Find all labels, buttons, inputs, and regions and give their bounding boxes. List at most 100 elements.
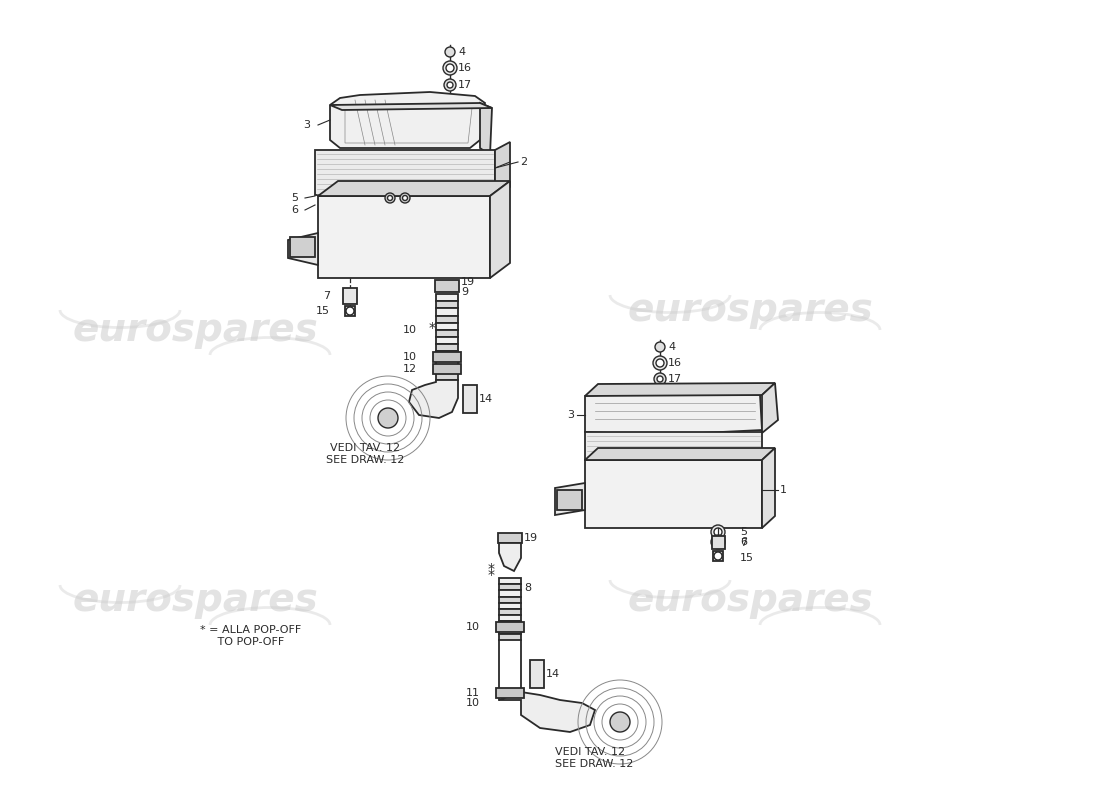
Text: 6: 6 — [740, 537, 747, 547]
Polygon shape — [330, 103, 492, 110]
Circle shape — [387, 195, 393, 201]
Circle shape — [653, 356, 667, 370]
Text: 3: 3 — [302, 120, 310, 130]
Text: VEDI TAV. 12: VEDI TAV. 12 — [330, 443, 400, 453]
Polygon shape — [409, 380, 458, 418]
Bar — [499, 634, 521, 640]
Bar — [496, 622, 524, 632]
Polygon shape — [480, 103, 492, 155]
Polygon shape — [490, 181, 510, 278]
Bar — [433, 352, 461, 362]
Bar — [713, 551, 723, 561]
Text: SEE DRAW. 12: SEE DRAW. 12 — [556, 759, 634, 769]
Text: 12: 12 — [403, 364, 417, 374]
Polygon shape — [585, 432, 762, 460]
Bar — [343, 288, 358, 304]
Circle shape — [654, 373, 666, 385]
Text: 15: 15 — [316, 306, 330, 316]
Polygon shape — [330, 92, 485, 148]
Polygon shape — [762, 383, 778, 433]
Bar — [434, 280, 459, 292]
Text: 16: 16 — [668, 358, 682, 368]
Text: * = ALLA POP-OFF: * = ALLA POP-OFF — [200, 625, 301, 635]
Bar — [499, 615, 521, 622]
Bar — [436, 373, 458, 380]
Bar — [436, 366, 458, 373]
Circle shape — [403, 195, 407, 201]
Bar — [436, 322, 458, 330]
Bar — [345, 306, 355, 316]
Circle shape — [400, 193, 410, 203]
Polygon shape — [585, 383, 776, 396]
Bar — [499, 584, 521, 590]
Text: *: * — [488, 562, 495, 576]
Text: 3: 3 — [566, 410, 574, 420]
Text: 7: 7 — [323, 291, 330, 301]
Polygon shape — [585, 448, 776, 460]
Circle shape — [378, 408, 398, 428]
Text: 11: 11 — [466, 688, 480, 698]
Text: VEDI TAV. 12: VEDI TAV. 12 — [556, 747, 625, 757]
Circle shape — [444, 79, 456, 91]
Text: 1: 1 — [780, 485, 786, 495]
Polygon shape — [762, 448, 776, 528]
Bar — [499, 609, 521, 615]
Circle shape — [711, 525, 725, 539]
Text: 4: 4 — [668, 342, 675, 352]
Text: 7: 7 — [740, 538, 747, 548]
Bar — [436, 337, 458, 344]
Polygon shape — [585, 460, 762, 528]
Bar — [436, 315, 458, 322]
Text: 14: 14 — [546, 669, 560, 679]
Bar — [557, 490, 582, 510]
Circle shape — [446, 47, 455, 57]
Polygon shape — [499, 543, 521, 571]
Text: 19: 19 — [461, 277, 475, 287]
Bar — [436, 351, 458, 358]
Text: 10: 10 — [466, 622, 480, 632]
Bar — [496, 688, 524, 698]
Text: TO POP-OFF: TO POP-OFF — [200, 637, 284, 647]
Bar — [433, 364, 461, 374]
Circle shape — [711, 535, 725, 549]
Text: 2: 2 — [520, 157, 527, 167]
Circle shape — [714, 538, 722, 546]
Polygon shape — [556, 483, 585, 515]
Text: 19: 19 — [524, 533, 538, 543]
Polygon shape — [499, 692, 595, 732]
Bar — [498, 533, 522, 543]
Text: 10: 10 — [403, 325, 417, 335]
Text: 9: 9 — [461, 287, 469, 297]
Text: 17: 17 — [668, 374, 682, 384]
Text: 15: 15 — [740, 553, 754, 563]
Circle shape — [714, 552, 722, 560]
Circle shape — [447, 82, 453, 88]
Bar — [499, 578, 521, 584]
Bar — [436, 358, 458, 366]
Text: 4: 4 — [458, 47, 465, 57]
Bar — [530, 660, 544, 688]
Bar — [290, 237, 315, 257]
Bar — [436, 308, 458, 315]
Text: *: * — [488, 568, 495, 582]
Polygon shape — [288, 233, 318, 265]
Polygon shape — [495, 142, 510, 195]
Circle shape — [610, 712, 630, 732]
Text: 5: 5 — [740, 527, 747, 537]
Bar — [463, 385, 477, 413]
Polygon shape — [318, 196, 490, 278]
Polygon shape — [585, 392, 762, 435]
Text: 17: 17 — [458, 80, 472, 90]
Text: 5: 5 — [292, 193, 298, 203]
Bar — [499, 622, 521, 627]
Text: *: * — [429, 321, 436, 335]
Bar — [436, 301, 458, 308]
Bar — [499, 597, 521, 603]
Text: 14: 14 — [478, 394, 493, 404]
Text: eurospares: eurospares — [73, 581, 318, 619]
Bar — [499, 603, 521, 609]
Circle shape — [714, 528, 722, 536]
Text: SEE DRAW. 12: SEE DRAW. 12 — [326, 455, 404, 465]
Text: 16: 16 — [458, 63, 472, 73]
Circle shape — [654, 342, 666, 352]
